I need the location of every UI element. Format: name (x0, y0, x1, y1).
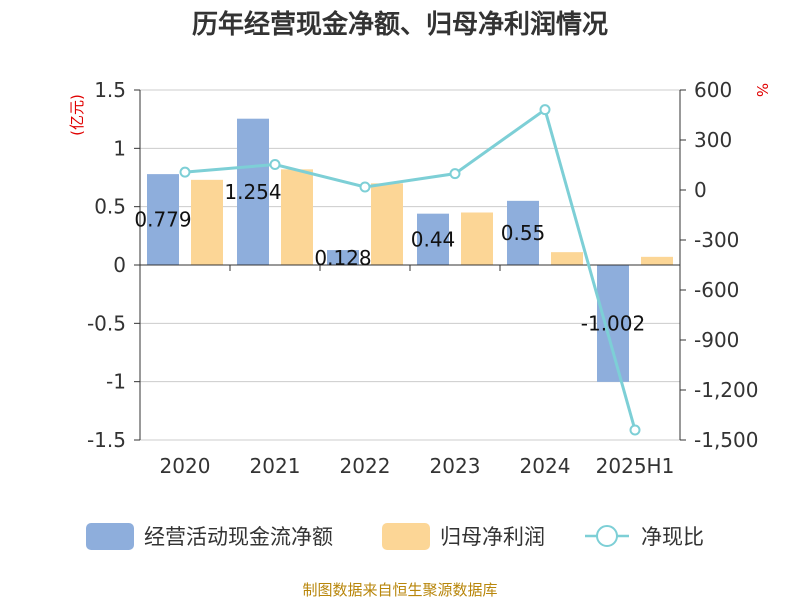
data-labels: 0.779 1.254 0.128 0.44 0.55 -1.002 (134, 180, 645, 336)
legend-marker (596, 525, 618, 547)
chart-title: 历年经营现金净额、归母净利润情况 (192, 9, 608, 40)
ratio-point (179, 166, 191, 178)
legend-label: 经营活动现金流净额 (144, 525, 333, 549)
left-tick-label: 0.5 (94, 195, 126, 219)
bar-netprofit (191, 179, 223, 265)
left-tick-label: 1.5 (94, 78, 126, 102)
legend-label: 归母净利润 (440, 525, 545, 549)
right-tick-label: 300 (694, 128, 732, 152)
left-axis-unit: (亿元) (68, 94, 86, 136)
legend-swatch (86, 523, 134, 550)
bar-cashflow (507, 200, 539, 265)
bar-cashflow (327, 250, 359, 265)
bar-cashflow (237, 118, 269, 265)
axes: 1.5 1 0.5 0 -0.5 -1 -1.5 600 300 0 -300 -600 -900 -1,… (87, 78, 759, 478)
bar-data-label: 0.128 (314, 246, 371, 270)
bar-data-label: -1.002 (581, 311, 645, 335)
x-tick-label: 2023 (430, 454, 481, 478)
source-note: 制图数据来自恒生聚源数据库 (302, 581, 497, 599)
right-tick-label: 600 (694, 78, 732, 102)
bar-data-label: 0.44 (411, 227, 456, 251)
x-tick-label: 2025H1 (596, 454, 675, 478)
right-tick-label: -300 (694, 228, 739, 252)
legend-swatch (382, 523, 430, 550)
bar-netprofit (461, 212, 493, 265)
bar-netprofit (371, 183, 403, 265)
bar-data-label: 1.254 (224, 180, 281, 204)
bar-cashflow (147, 174, 179, 265)
bar-cashflow (597, 265, 629, 382)
bar-netprofit (551, 252, 583, 265)
right-tick-label: -1,500 (694, 428, 758, 452)
bar-netprofit (641, 256, 673, 265)
left-tick-label: 1 (113, 136, 126, 160)
ratio-point (629, 424, 641, 436)
bar-data-label: 0.55 (501, 221, 546, 245)
legend: 经营活动现金流净额 归母净利润 净现比 (86, 523, 704, 550)
x-tick-label: 2024 (520, 454, 571, 478)
bar-data-label: 0.779 (134, 208, 191, 232)
ratio-line-path (184, 107, 637, 431)
x-tick-label: 2021 (250, 454, 301, 478)
x-tick-label: 2020 (160, 454, 211, 478)
left-tick-label: -0.5 (87, 311, 126, 335)
x-tick-label: 2022 (340, 454, 391, 478)
left-tick-label: -1 (106, 370, 126, 394)
left-tick-label: -1.5 (87, 428, 126, 452)
ratio-point (539, 104, 551, 116)
bar-cashflow (417, 213, 449, 265)
legend-label: 净现比 (641, 525, 704, 549)
ratio-line (179, 104, 641, 436)
bars (147, 118, 673, 382)
right-tick-label: -1,200 (694, 378, 758, 402)
ratio-point (359, 181, 371, 193)
left-tick-label: 0 (113, 253, 126, 277)
bar-netprofit (281, 169, 313, 265)
right-tick-label: -600 (694, 278, 739, 302)
right-tick-label: -900 (694, 328, 739, 352)
ratio-point (269, 159, 281, 170)
ratio-point (449, 168, 461, 180)
right-axis-unit: % (753, 83, 771, 97)
right-tick-label: 0 (694, 178, 707, 202)
